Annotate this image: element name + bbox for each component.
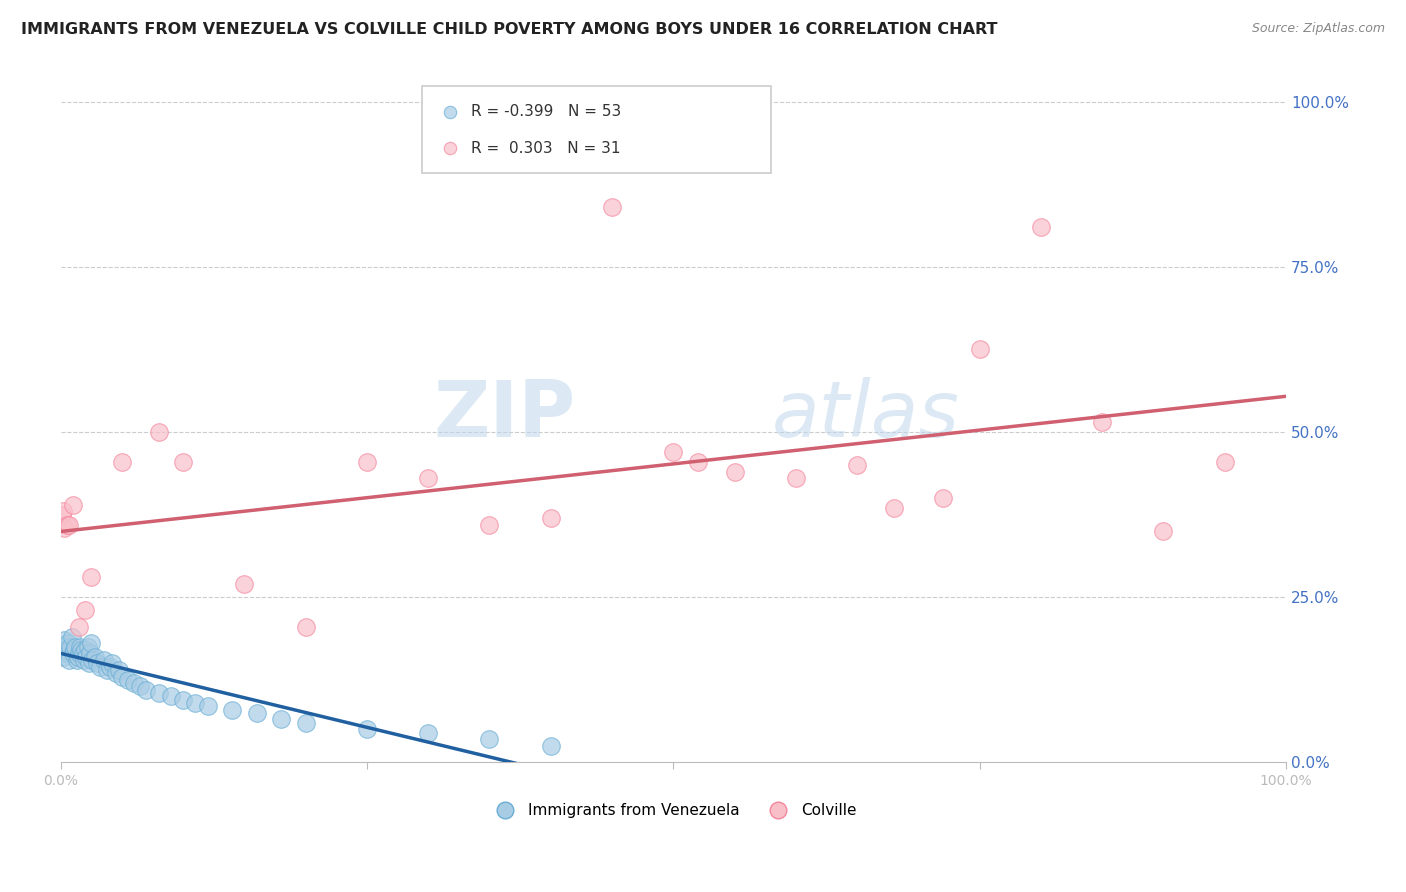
- Point: [686, 455, 709, 469]
- Text: IMMIGRANTS FROM VENEZUELA VS COLVILLE CHILD POVERTY AMONG BOYS UNDER 16 CORRELAT: IMMIGRANTS FROM VENEZUELA VS COLVILLE CH…: [21, 22, 998, 37]
- Legend: Immigrants from Venezuela, Colville: Immigrants from Venezuela, Colville: [484, 797, 863, 824]
- Point: [662, 445, 685, 459]
- Point: [63, 643, 86, 657]
- Point: [98, 659, 121, 673]
- Point: [80, 570, 103, 584]
- Point: [846, 458, 869, 472]
- Point: [62, 647, 84, 661]
- Point: [294, 715, 316, 730]
- Point: [883, 501, 905, 516]
- Point: [160, 690, 183, 704]
- Text: atlas: atlas: [772, 377, 959, 453]
- Point: [56, 636, 79, 650]
- Point: [55, 643, 77, 657]
- Point: [104, 666, 127, 681]
- Point: [51, 640, 73, 654]
- Point: [53, 521, 76, 535]
- Point: [82, 653, 104, 667]
- Point: [478, 517, 501, 532]
- Point: [55, 517, 77, 532]
- Point: [478, 732, 501, 747]
- Point: [53, 633, 76, 648]
- Point: [233, 577, 256, 591]
- Point: [221, 702, 243, 716]
- Point: [184, 696, 207, 710]
- Point: [67, 620, 90, 634]
- Point: [77, 657, 100, 671]
- Point: [60, 630, 83, 644]
- Point: [67, 647, 90, 661]
- Point: [148, 425, 170, 439]
- Point: [197, 699, 219, 714]
- Point: [75, 603, 97, 617]
- Point: [72, 647, 94, 661]
- Point: [75, 649, 97, 664]
- Point: [89, 659, 111, 673]
- Point: [540, 739, 562, 753]
- Point: [356, 455, 378, 469]
- Point: [1213, 455, 1236, 469]
- Point: [294, 620, 316, 634]
- Point: [246, 706, 269, 720]
- Point: [84, 649, 107, 664]
- Point: [129, 680, 152, 694]
- Point: [51, 508, 73, 522]
- Point: [111, 669, 134, 683]
- Point: [65, 640, 87, 654]
- Point: [52, 504, 75, 518]
- Point: [172, 455, 194, 469]
- Point: [111, 455, 134, 469]
- Point: [80, 636, 103, 650]
- Point: [59, 640, 82, 654]
- Text: R =  0.303   N = 31: R = 0.303 N = 31: [471, 141, 620, 156]
- Point: [55, 647, 77, 661]
- Point: [76, 640, 98, 654]
- Point: [70, 643, 93, 657]
- Point: [1152, 524, 1174, 538]
- Point: [93, 653, 115, 667]
- Point: [58, 653, 80, 667]
- Point: [356, 723, 378, 737]
- Point: [932, 491, 955, 505]
- Point: [65, 653, 87, 667]
- Point: [86, 657, 108, 671]
- Point: [540, 511, 562, 525]
- Point: [418, 725, 440, 739]
- Point: [66, 649, 89, 664]
- Point: [172, 692, 194, 706]
- Point: [135, 682, 157, 697]
- Text: R = -0.399   N = 53: R = -0.399 N = 53: [471, 104, 621, 119]
- Point: [108, 663, 131, 677]
- Point: [439, 136, 461, 150]
- Point: [69, 640, 91, 654]
- Point: [73, 653, 96, 667]
- Point: [101, 657, 124, 671]
- Point: [969, 343, 991, 357]
- Point: [723, 465, 745, 479]
- Point: [79, 647, 101, 661]
- Point: [117, 673, 139, 687]
- Point: [439, 170, 461, 185]
- Point: [270, 713, 292, 727]
- Point: [75, 643, 97, 657]
- Point: [785, 471, 807, 485]
- Point: [600, 200, 623, 214]
- Text: ZIP: ZIP: [433, 377, 575, 453]
- Point: [1029, 220, 1052, 235]
- Point: [122, 676, 145, 690]
- Point: [148, 686, 170, 700]
- Point: [58, 517, 80, 532]
- Point: [96, 663, 118, 677]
- Point: [418, 471, 440, 485]
- Point: [52, 649, 75, 664]
- FancyBboxPatch shape: [422, 86, 772, 173]
- Point: [62, 498, 84, 512]
- Point: [1091, 415, 1114, 429]
- Text: Source: ZipAtlas.com: Source: ZipAtlas.com: [1251, 22, 1385, 36]
